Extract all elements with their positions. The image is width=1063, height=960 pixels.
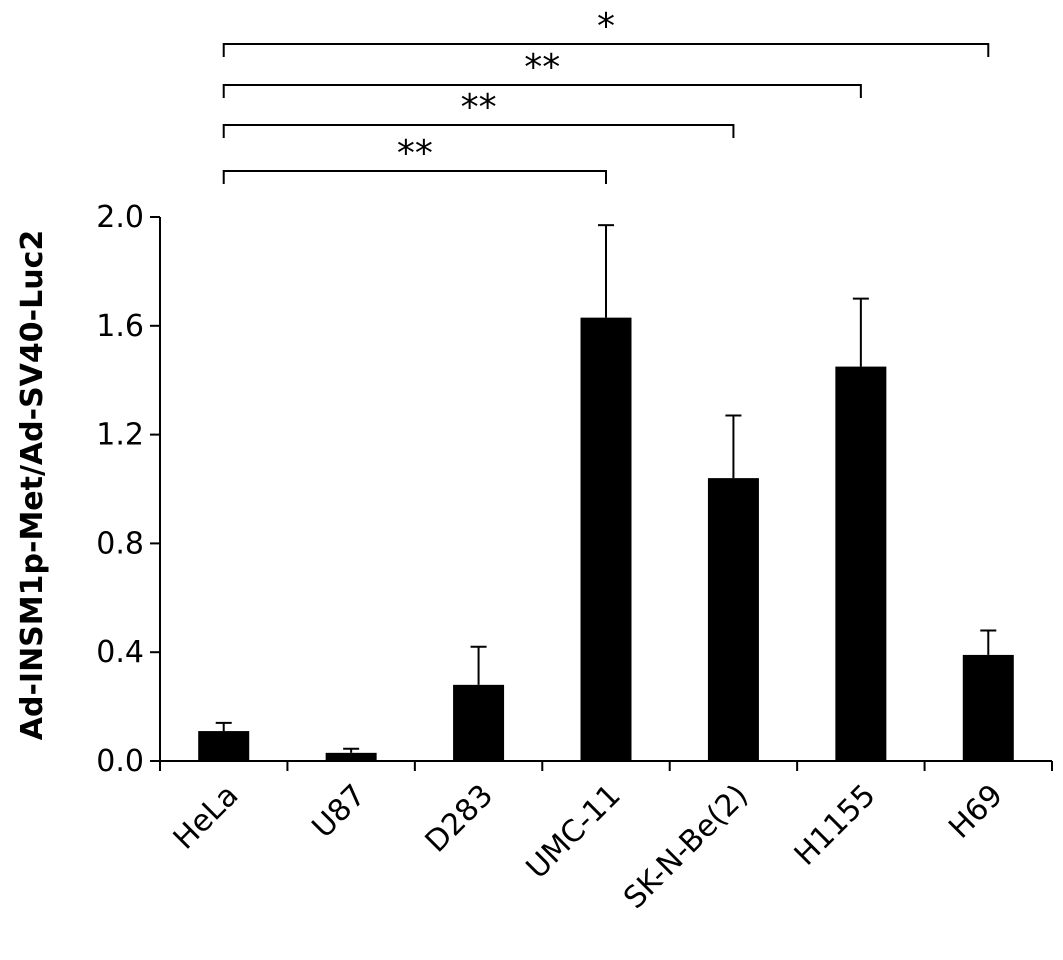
- x-tick-label: UMC-11: [520, 778, 628, 886]
- x-tick-label: D283: [419, 778, 501, 860]
- y-tick-label: 0.4: [96, 635, 144, 670]
- bar-hela: [198, 731, 250, 761]
- y-tick-label: 0.0: [96, 744, 144, 779]
- bar-h1155: [835, 366, 887, 761]
- significance-label: **: [461, 87, 497, 128]
- significance-bracket: [222, 124, 735, 138]
- x-tick-label: U87: [306, 778, 373, 845]
- bar-d283: [453, 684, 505, 761]
- plot-area: 0.0 0.4 0.8 1.2 1.6 2.0 HeLa U87 D283 UMC-11SK-N-…: [96, 6, 1053, 916]
- significance-bracket: [222, 170, 607, 184]
- y-tick-label: 2.0: [96, 200, 144, 235]
- significance-bracket: [222, 43, 990, 57]
- bar-h69: [962, 654, 1014, 761]
- x-tick-label: H1155: [788, 778, 883, 873]
- x-tick-label: HeLa: [167, 778, 246, 857]
- bar-umc-11: [580, 317, 632, 761]
- significance-label: **: [524, 47, 560, 88]
- x-tick-label: SK-N-Be(2): [617, 778, 755, 916]
- x-tick-label: H69: [942, 778, 1010, 846]
- y-axis-title: Ad-INSM1p-Met/Ad-SV40-Luc2: [15, 230, 50, 740]
- significance-label: **: [397, 133, 433, 174]
- y-tick-label: 1.6: [96, 309, 144, 344]
- significance-bracket: [222, 84, 862, 98]
- significance-label: *: [597, 6, 615, 47]
- y-tick-label: 0.8: [96, 526, 144, 561]
- bar-sk-n-be-2-: [707, 478, 759, 761]
- y-tick-label: 1.2: [96, 418, 144, 453]
- bar-u87: [325, 752, 377, 761]
